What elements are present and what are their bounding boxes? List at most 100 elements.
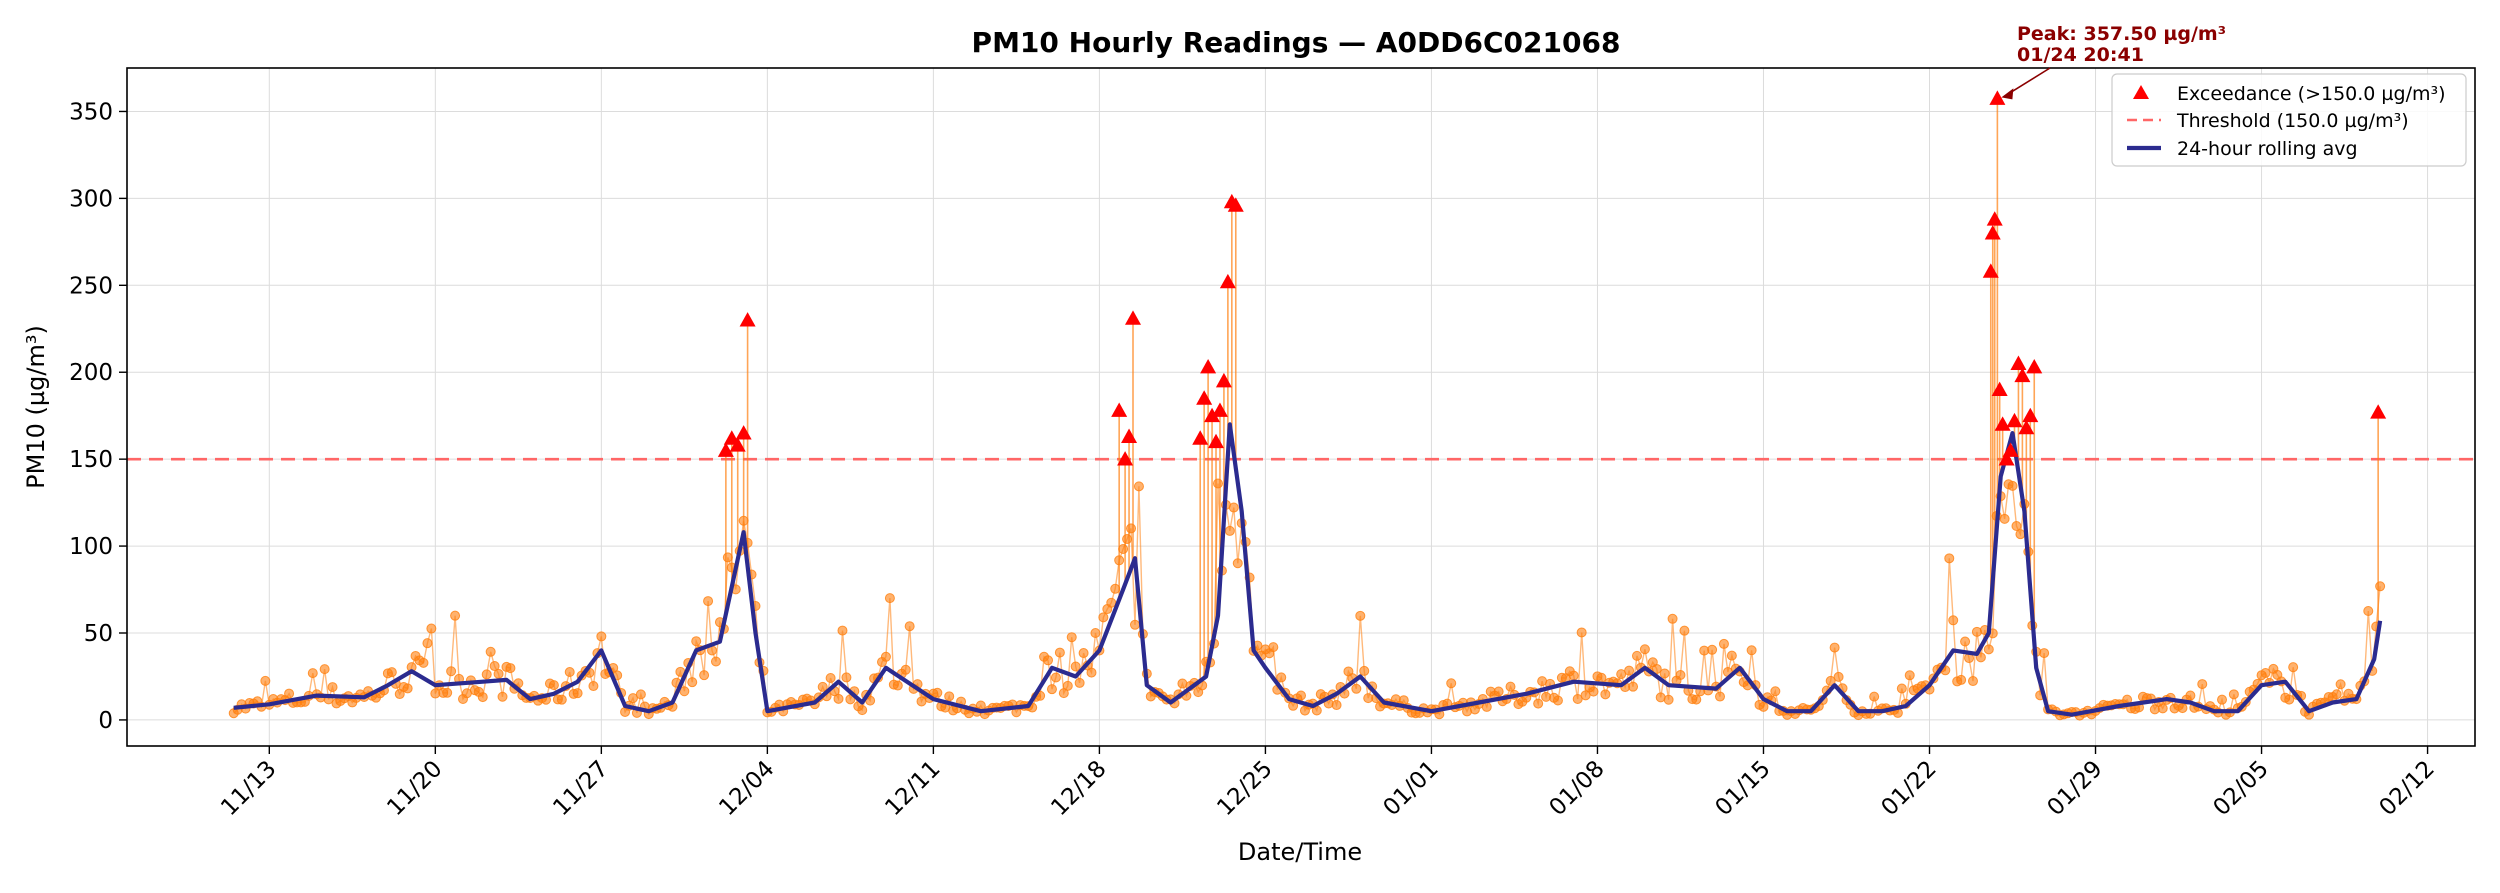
hourly-reading-point [2284,694,2295,705]
hourly-reading-point [1228,502,1239,513]
hourly-reading-point [1129,619,1140,630]
hourly-reading-point [1098,612,1109,623]
hourly-reading-point [1707,644,1718,655]
hourly-reading-point [687,677,698,688]
hourly-reading-point [1090,628,1101,639]
exceedance-marker [1215,372,1232,388]
exceedance-marker [1192,430,1209,445]
exceedance-marker [1982,263,1999,278]
exceedance-marker [1121,428,1138,443]
hourly-reading-point [1331,700,1342,711]
hourly-reading-point [572,688,583,699]
peak-annotation-arrowhead [2001,88,2014,100]
rolling-average-line [233,422,2383,717]
hourly-reading-point [1133,481,1144,492]
hourly-reading-point [1062,680,1073,691]
exceedance-marker [1227,197,1244,212]
hourly-reading-point [1296,690,1306,701]
hourly-reading-point [260,675,271,686]
hourly-reading-point [1110,583,1121,594]
hourly-reading-point [691,636,702,647]
hourly-reading-point [2288,662,2299,673]
exceedance-marker [735,425,752,440]
hourly-reading-point [837,625,848,636]
hourly-reading-point [1493,686,1504,697]
hourly-reading-point [1276,672,1287,683]
hourly-reading-point [817,681,828,692]
hourly-reading-point [1983,644,1994,655]
y-tick-label: 350 [69,99,113,125]
exceedance-marker [717,442,734,457]
hourly-reading-point [1552,695,1563,706]
y-tick-label: 200 [69,360,113,386]
hourly-reading-point [1074,677,1085,688]
hourly-reading-point [884,593,895,604]
legend-exceedance-swatch [2133,85,2149,99]
hourly-reading-point [1869,691,1880,702]
hourly-reading-point [857,705,868,716]
hourly-reading-point [1580,690,1591,701]
hourly-reading-point [426,623,437,634]
exceedance-marker [1208,433,1225,449]
hourly-reading-point [1212,478,1223,489]
y-tick-label: 300 [69,186,113,212]
hourly-reading-point [1770,686,1781,697]
hourly-reading-point [1054,647,1065,658]
y-tick-label: 250 [69,273,113,299]
hourly-reading-point [904,621,915,632]
hourly-reading-point [1651,663,1662,674]
hourly-reading-point [2185,690,2196,701]
hourly-reading-point [1351,683,1362,694]
hourly-reading-point [1726,650,1737,661]
legend: Exceedance (>150.0 µg/m³) Threshold (150.… [2111,73,2467,167]
exceedance-marker [739,312,756,327]
hourly-reading-point [422,638,433,649]
hourly-reading-point [833,693,844,704]
hourly-reading-point [2039,648,2050,659]
hourly-reading-point [1639,644,1650,655]
hourly-reading-point [1825,675,1836,686]
hourly-reading-point [1960,636,1971,647]
exceedance-marker [1986,211,2003,226]
exceedance-marker [2014,367,2031,383]
chart-title: PM10 Hourly Readings — A0DD6C021068 [972,26,1621,59]
hourly-reading-point [1715,691,1726,702]
hourly-reading-point [1975,652,1986,663]
hourly-reading-point [825,673,836,684]
y-tick-label: 0 [98,708,113,734]
y-axis-label: PM10 (µg/m³) [22,325,50,489]
hourly-reading-point [1718,638,1729,649]
y-tick-label: 150 [69,447,113,473]
exceedance-marker [1984,225,2001,240]
hourly-reading-point [1904,670,1915,681]
hourly-reading-point [485,646,496,657]
exceedance-marker [1219,273,1236,289]
hourly-reading-point [1070,661,1081,672]
hourly-reading-point [710,656,721,667]
hourly-reading-point [635,689,646,700]
hourly-reading-point [2015,529,2026,540]
exceedance-marker [2018,419,2035,435]
y-axis: 0 50 100 150 200 250 300 350 [69,99,127,734]
hourly-reading-point [932,687,943,698]
hourly-reading-point [944,691,955,702]
peak-annotation-line1: Peak: 357.50 µg/m³ [2017,23,2226,45]
exceedance-marker [1991,381,2008,397]
hourly-reading-point [1631,650,1642,661]
hourly-reading-point [1691,694,1702,705]
exceedance-marker [1196,390,1213,405]
hourly-reading-point [2363,606,2374,617]
exceedance-layer [717,90,2387,466]
exceedance-marker [1204,407,1221,423]
hourly-reading-point [548,680,559,691]
hourly-reading-point [892,680,903,691]
exceedance-marker [2370,404,2387,419]
exceedance-marker [2026,359,2043,374]
y-tick-label: 100 [69,534,113,560]
peak-annotation-line2: 01/24 20:41 [2017,44,2144,66]
hourly-reading-point [1588,686,1599,697]
hourly-reading-point [2011,521,2022,532]
exceedance-marker [2002,442,2019,457]
rolling-average-layer [233,422,2383,717]
